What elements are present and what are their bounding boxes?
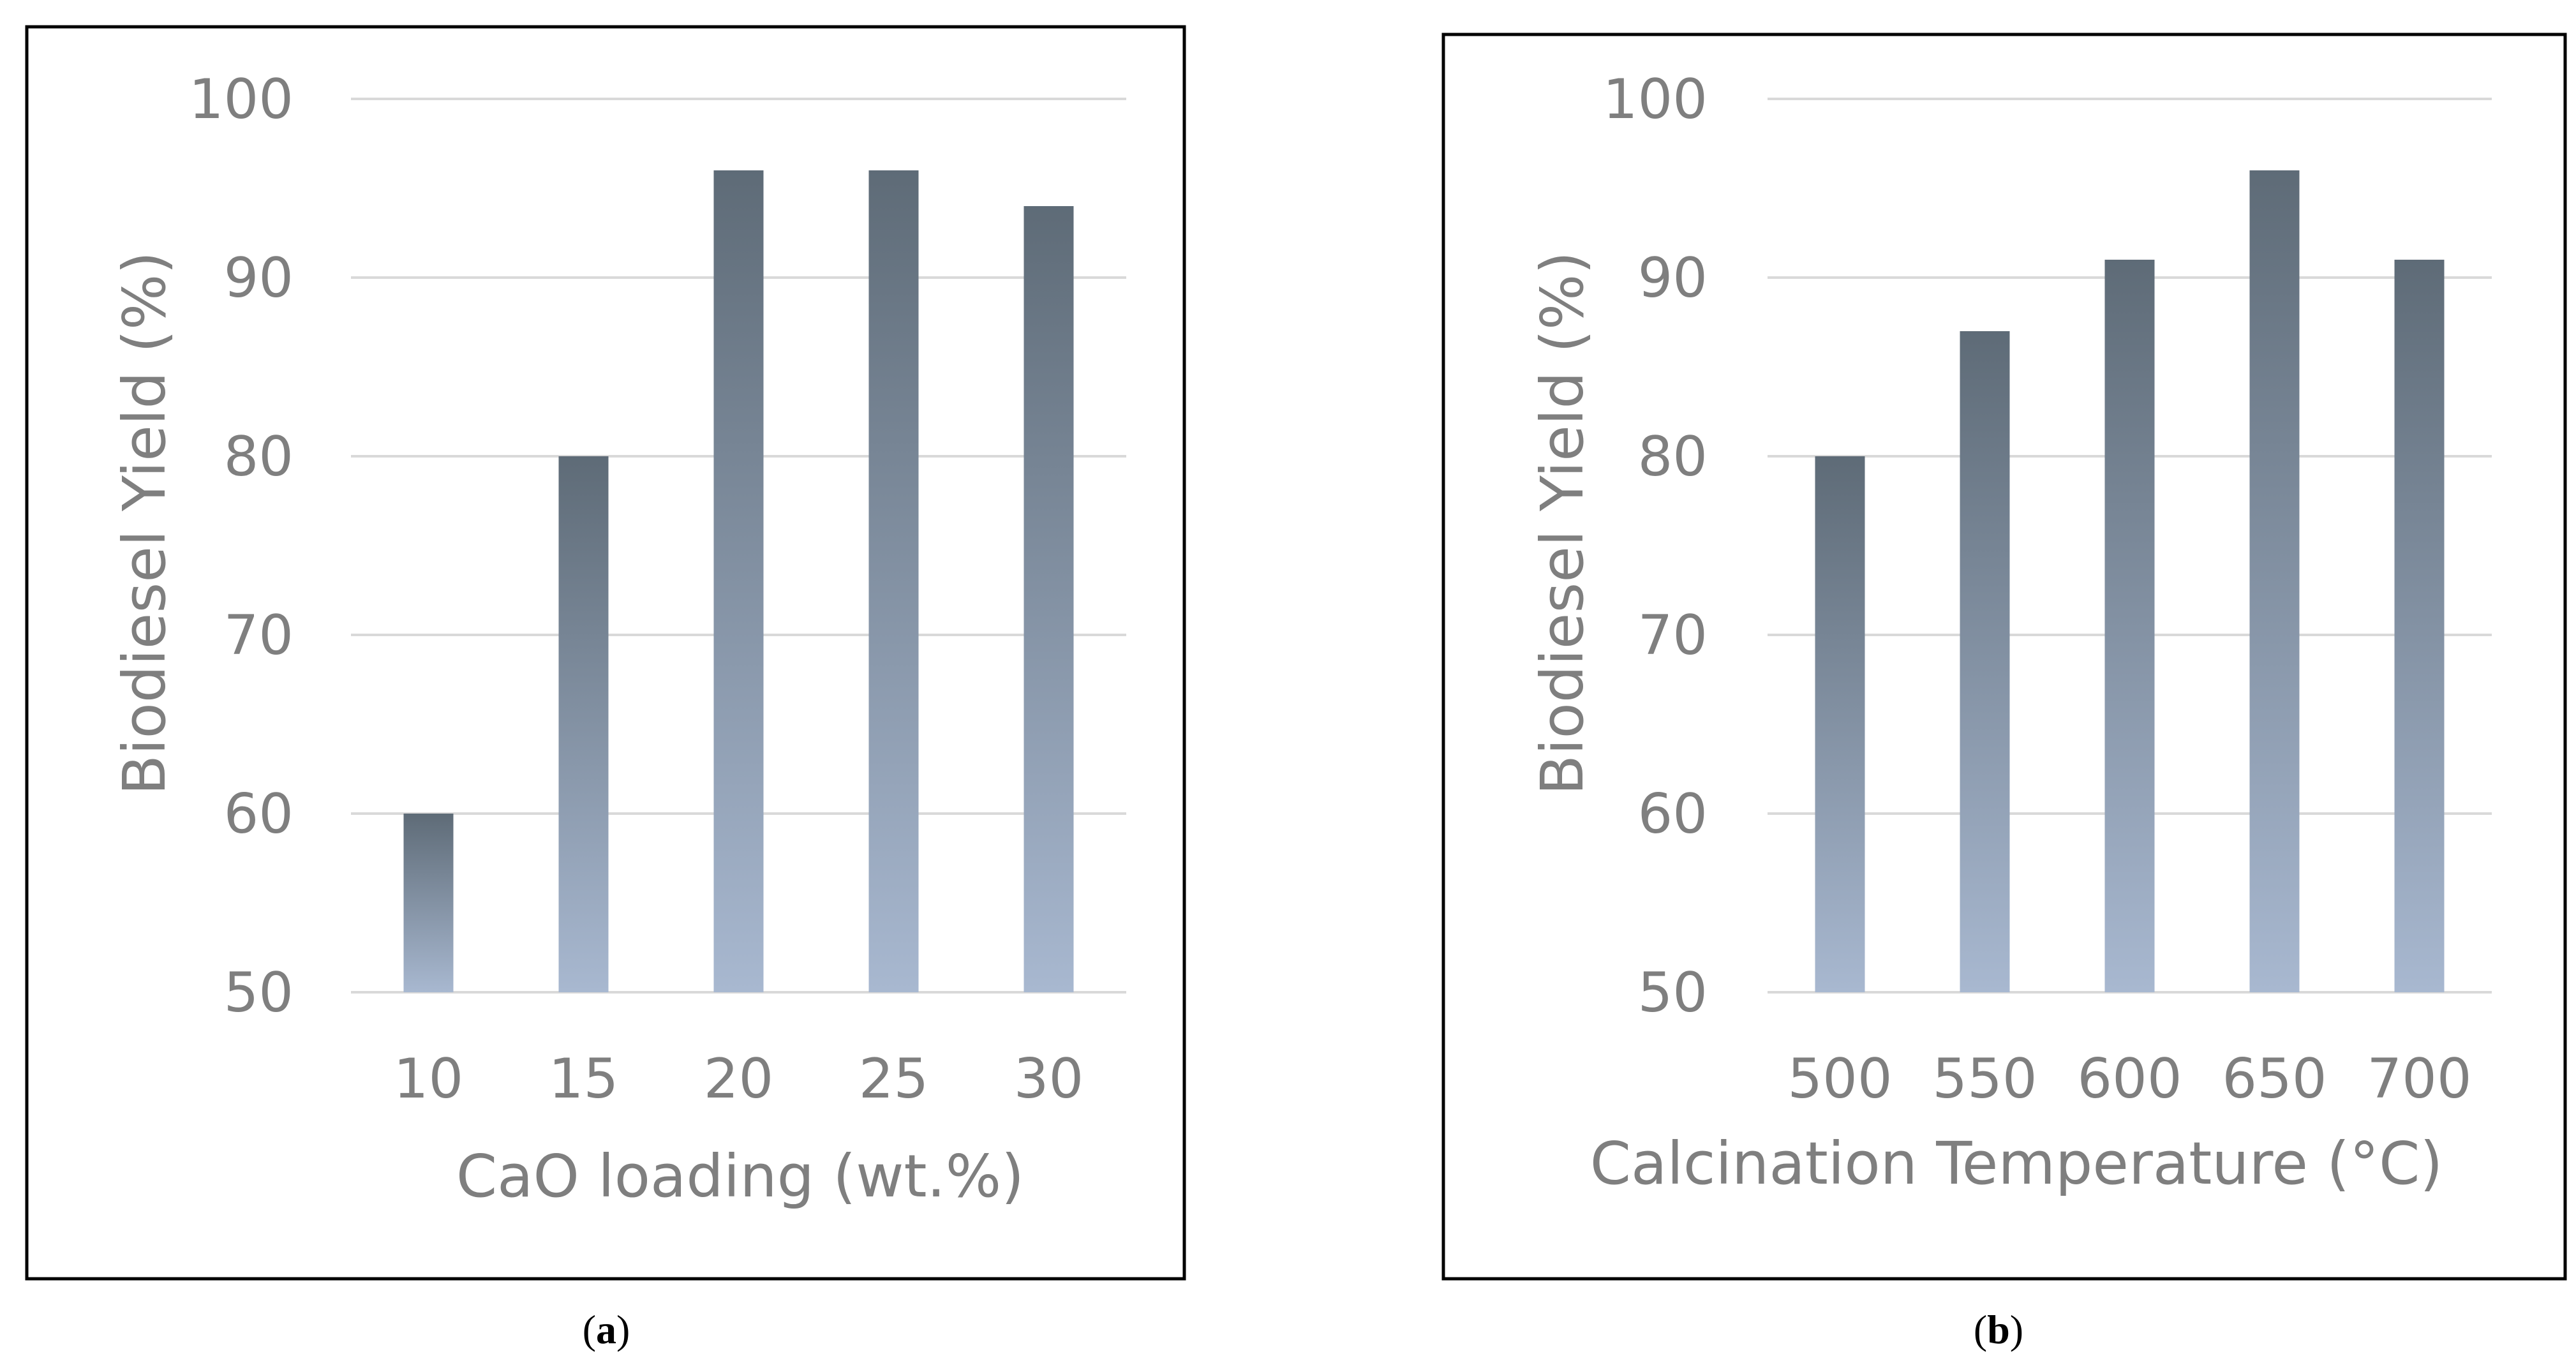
chart-a-bars — [403, 170, 1074, 992]
chart-a-y-tick-label: 70 — [224, 604, 294, 667]
caption-b: (b) — [1974, 1307, 2023, 1352]
chart-b-x-tick-label: 500 — [1787, 1047, 1892, 1111]
chart-a-x-tick-label: 10 — [394, 1047, 463, 1111]
chart-a-y-tick-labels: 50 60 70 80 90 100 — [189, 68, 294, 1025]
chart-a-y-tick-label: 100 — [189, 68, 294, 131]
chart-b-x-tick-label: 700 — [2367, 1047, 2471, 1111]
chart-a-x-tick-label: 20 — [704, 1047, 773, 1111]
chart-b-x-tick-labels: 500 550 600 650 700 — [1787, 1047, 2471, 1111]
chart-panel-a: 50 60 70 80 90 100 10 15 20 25 30 Biodiesel Yield… — [25, 25, 1186, 1281]
chart-a-bar-10 — [403, 814, 454, 992]
chart-a-y-tick-label: 90 — [224, 246, 294, 310]
chart-b-y-tick-label: 90 — [1638, 246, 1708, 310]
chart-a-x-axis-label: CaO loading (wt.%) — [456, 1142, 1024, 1210]
chart-a-x-tick-labels: 10 15 20 25 30 — [394, 1047, 1083, 1111]
chart-b-y-tick-label: 70 — [1638, 604, 1708, 667]
chart-b-bar-500 — [1815, 456, 1865, 992]
chart-a-bar-30 — [1024, 206, 1074, 992]
chart-a-bar-15 — [558, 456, 609, 992]
chart-a-x-tick-label: 25 — [859, 1047, 928, 1111]
chart-b-bar-650 — [2249, 170, 2300, 992]
chart-a-y-tick-label: 60 — [224, 782, 294, 846]
chart-a-bar-20 — [713, 170, 764, 992]
chart-b-x-tick-label: 600 — [2077, 1047, 2182, 1111]
chart-b-y-tick-labels: 50 60 70 80 90 100 — [1603, 68, 1708, 1025]
chart-b-x-axis-label: Calcination Temperature (°C) — [1590, 1129, 2443, 1198]
chart-b-y-tick-label: 80 — [1638, 425, 1708, 489]
chart-b-y-tick-label: 100 — [1603, 68, 1708, 131]
chart-b-y-axis-label: Biodiesel Yield (%) — [1528, 251, 1597, 795]
chart-b-bar-600 — [2104, 260, 2155, 992]
chart-a-y-axis-label: Biodiesel Yield (%) — [110, 251, 179, 795]
chart-a-y-tick-label: 80 — [224, 425, 294, 489]
chart-a-y-tick-label: 50 — [224, 961, 294, 1025]
caption-a-letter: a — [596, 1307, 616, 1352]
chart-a-x-tick-label: 15 — [549, 1047, 618, 1111]
chart-b-bars — [1815, 170, 2445, 992]
caption-a: (a) — [583, 1307, 630, 1352]
chart-b-bar-700 — [2394, 260, 2445, 992]
chart-b-bar-550 — [1960, 331, 2010, 992]
chart-b-y-tick-label: 50 — [1638, 961, 1708, 1025]
chart-a-bar-25 — [868, 170, 919, 992]
caption-b-letter: b — [1987, 1307, 2010, 1352]
chart-b-x-tick-label: 650 — [2222, 1047, 2327, 1111]
chart-b-x-tick-label: 550 — [1932, 1047, 2037, 1111]
chart-panel-b: 50 60 70 80 90 100 500 550 600 650 700 Biodiesel … — [1441, 33, 2567, 1281]
chart-b-y-tick-label: 60 — [1638, 782, 1708, 846]
chart-a-x-tick-label: 30 — [1014, 1047, 1083, 1111]
